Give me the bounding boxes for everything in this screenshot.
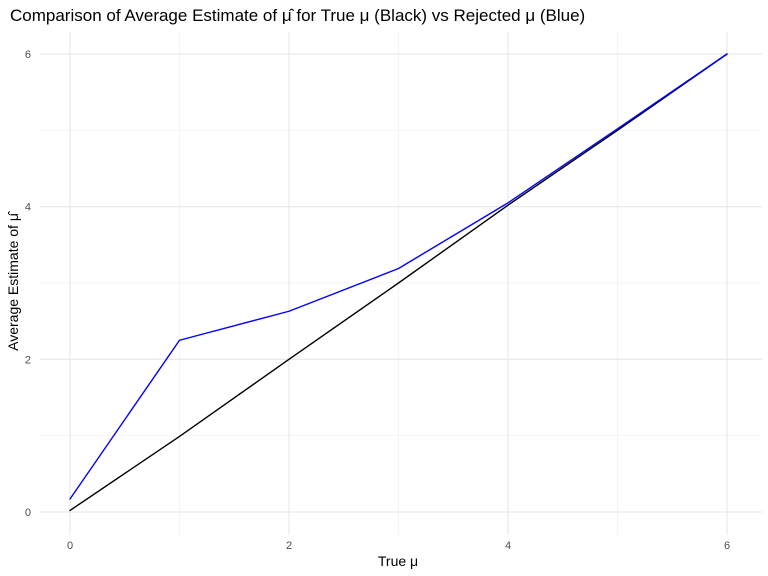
- chart-title: Comparison of Average Estimate of μ̂ for…: [10, 6, 585, 25]
- grid: [40, 32, 762, 535]
- x-tick-label: 0: [67, 540, 73, 552]
- y-axis-label: Average Estimate of μ̂: [5, 210, 21, 351]
- x-tick-label: 4: [505, 540, 511, 552]
- tick-labels: 0 2 4 6 0 2 4 6: [25, 49, 730, 552]
- series-line-true-mu: [69, 53, 728, 512]
- y-tick-label: 0: [25, 507, 31, 519]
- y-tick-label: 4: [25, 202, 31, 214]
- y-tick-label: 6: [25, 49, 31, 61]
- y-tick-label: 2: [25, 354, 31, 366]
- series-line-rejected-mu: [69, 53, 728, 500]
- x-axis-label: True μ: [378, 553, 418, 569]
- x-tick-label: 2: [286, 540, 292, 552]
- x-tick-label: 6: [724, 540, 730, 552]
- series-lines: [69, 53, 728, 512]
